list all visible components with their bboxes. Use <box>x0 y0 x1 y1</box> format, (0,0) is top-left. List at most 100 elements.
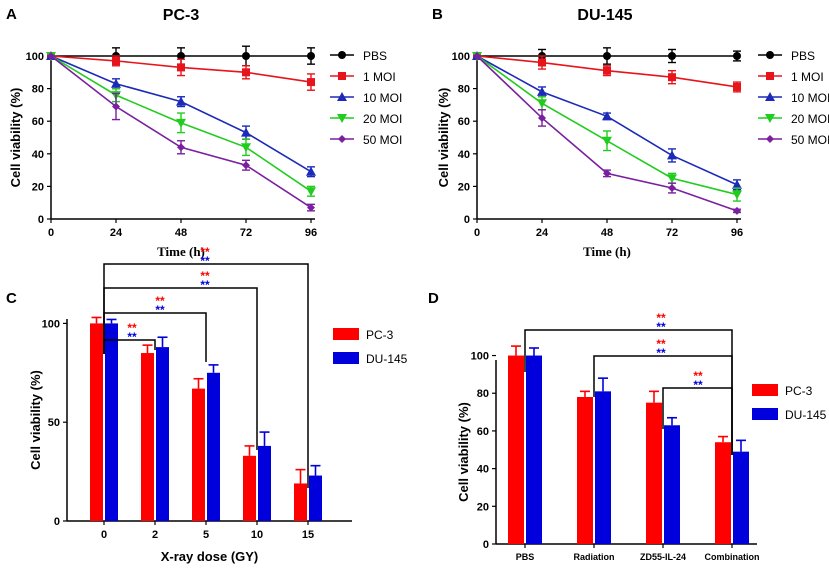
y-tick-label: 20 <box>477 501 489 513</box>
legend-marker-20-moi <box>337 114 347 123</box>
bar-du-145-zd55-il-24 <box>664 425 680 544</box>
legend-swatch-pc-3 <box>752 384 778 396</box>
y-tick-label: 40 <box>477 464 489 476</box>
y-tick-label: 60 <box>32 116 44 128</box>
significance-stars-pc3: ** <box>127 321 137 335</box>
y-tick-label: 20 <box>458 181 470 193</box>
legend-marker-10-moi <box>337 92 347 101</box>
data-point-10-moi <box>241 127 251 137</box>
legend-marker-pbs <box>766 51 774 59</box>
data-point-50-moi <box>733 206 741 215</box>
data-point-10-moi <box>602 111 612 121</box>
significance-bracket: ** ** <box>103 245 309 488</box>
significance-stars-du145: ** <box>656 320 666 334</box>
chart-title: DU-145 <box>577 7 632 24</box>
significance-stars-pc3: ** <box>656 311 666 325</box>
bar-du-145-radiation <box>595 391 611 544</box>
data-point-1-moi <box>177 63 185 72</box>
category-label-2: 2 <box>152 529 158 541</box>
data-point-20-moi <box>306 187 316 197</box>
significance-stars-pc3: ** <box>693 369 703 383</box>
category-label-10: 10 <box>251 529 263 541</box>
data-point-pbs <box>177 52 185 60</box>
panel-letter: A <box>6 6 17 23</box>
bar-du-145-0 <box>105 323 118 521</box>
y-tick-label: 0 <box>38 214 44 226</box>
data-point-50-moi <box>473 52 481 60</box>
data-point-pbs <box>603 52 611 60</box>
legend-label-20-moi: 20 MOI <box>363 112 402 126</box>
x-axis-label: X-ray dose (GY) <box>161 549 259 564</box>
legend-marker-10-moi <box>765 92 775 101</box>
data-point-1-moi <box>668 73 676 82</box>
category-label-pbs: PBS <box>516 552 535 562</box>
legend-marker-20-moi <box>765 114 775 123</box>
legend-label-20-moi: 20 MOI <box>791 112 829 126</box>
legend-label-50-moi: 50 MOI <box>363 133 402 147</box>
legend-label-du-145: DU-145 <box>785 408 827 422</box>
series-pc-3 <box>90 316 307 521</box>
data-point-10-moi <box>537 86 547 96</box>
bracket-line <box>103 312 207 362</box>
x-tick-label: 24 <box>536 227 549 239</box>
y-tick-label: 60 <box>477 426 489 438</box>
bar-pc-3-15 <box>294 483 307 521</box>
bar-du-145-combination <box>733 451 749 544</box>
significance-bracket: **** <box>662 369 733 455</box>
legend-label-pbs: PBS <box>363 49 387 63</box>
legend-label-1-moi: 1 MOI <box>363 70 396 84</box>
series-50-moi <box>47 52 315 212</box>
series-pbs <box>473 47 741 65</box>
bar-du-145-2 <box>156 347 169 521</box>
legend-swatch-pc-3 <box>333 328 359 340</box>
legend-label-10-moi: 10 MOI <box>791 91 829 105</box>
chart-title: PC-3 <box>163 7 200 24</box>
legend-label-pbs: PBS <box>791 49 815 63</box>
data-point-10-moi <box>111 78 121 88</box>
bar-du-145-5 <box>207 372 220 521</box>
panel-a: A PC-3 0 20 40 60 80 100 0 24 48 72 96 Time (h) Cell v… <box>6 6 402 259</box>
data-point-10-moi <box>667 150 677 160</box>
legend-label-pc-3: PC-3 <box>366 328 394 342</box>
y-tick-label: 100 <box>471 351 489 363</box>
data-point-pbs <box>733 52 741 60</box>
y-tick-label: 0 <box>464 214 470 226</box>
data-point-50-moi <box>177 143 185 152</box>
y-tick-label: 100 <box>26 51 44 63</box>
y-axis-label: Cell viability (%) <box>28 370 43 470</box>
data-point-pbs <box>307 52 315 60</box>
data-point-50-moi <box>112 102 120 111</box>
legend-label-50-moi: 50 MOI <box>791 133 829 147</box>
legend-marker-1-moi <box>766 72 774 80</box>
series-du-145 <box>526 347 749 544</box>
data-point-20-moi <box>732 190 742 200</box>
legend-label-1-moi: 1 MOI <box>791 70 824 84</box>
category-label-radiation: Radiation <box>573 552 614 562</box>
y-tick-label: 80 <box>458 84 470 96</box>
y-tick-label: 0 <box>54 516 60 528</box>
data-point-50-moi <box>47 52 55 60</box>
x-tick-label: 48 <box>601 227 613 239</box>
y-axis-label: Cell viability (%) <box>456 402 471 502</box>
x-tick-label: 72 <box>240 227 252 239</box>
y-tick-label: 0 <box>483 539 489 551</box>
significance-stars-pc3: ** <box>155 294 165 308</box>
x-tick-label: 48 <box>175 227 187 239</box>
data-point-50-moi <box>307 203 315 212</box>
y-tick-label: 40 <box>458 149 470 161</box>
data-point-1-moi <box>307 78 315 87</box>
series-10-moi <box>46 51 316 178</box>
x-tick-label: 0 <box>48 227 54 239</box>
data-point-1-moi <box>242 68 250 77</box>
y-axis-label: Cell viability (%) <box>436 88 451 188</box>
legend-marker-pbs <box>338 51 346 59</box>
panel-b: B DU-145 0 20 40 60 80 100 0 24 48 72 96 Time (h) Cell… <box>432 6 829 259</box>
series-50-moi <box>473 52 741 215</box>
panel-letter: D <box>428 290 439 307</box>
significance-stars-pc3: ** <box>200 269 210 283</box>
x-tick-label: 0 <box>474 227 480 239</box>
series-10-moi <box>472 51 742 191</box>
bar-pc-3-5 <box>192 388 205 521</box>
bracket-line <box>524 329 733 455</box>
